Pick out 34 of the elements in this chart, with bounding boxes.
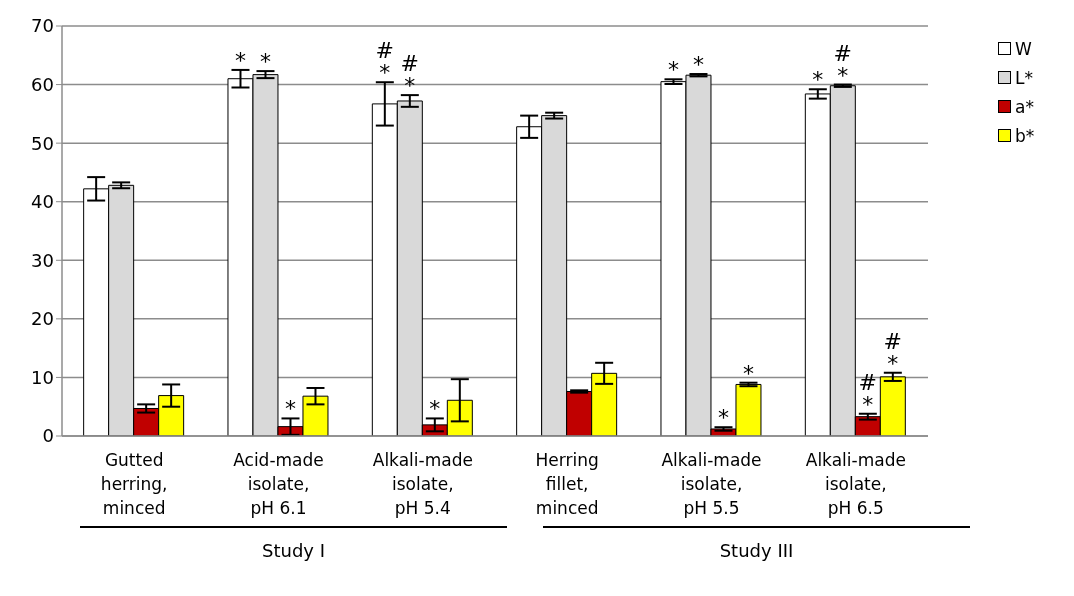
data-label: *	[717, 405, 729, 431]
data-label: # *	[883, 328, 903, 376]
data-label: *	[692, 52, 704, 78]
y-tick-label: 20	[31, 308, 54, 330]
x-tick-label: Alkali-made isolate, pH 5.4	[372, 450, 473, 518]
x-tick-label: Alkali-made isolate, pH 6.5	[805, 450, 906, 518]
data-label: *	[284, 396, 296, 422]
data-label: *	[812, 67, 824, 93]
data-label: # *	[400, 51, 420, 99]
y-tick-label: 70	[31, 15, 54, 37]
text: Study III	[718, 540, 795, 561]
data-label: *	[429, 396, 441, 422]
data-label: *	[234, 47, 246, 73]
y-tick-label: 60	[31, 73, 54, 95]
y-tick-label: 10	[31, 366, 54, 388]
y-tick-label: 50	[31, 132, 54, 154]
data-label: *	[742, 360, 754, 386]
y-tick-label: 30	[31, 249, 54, 271]
x-tick-label: Gutted herring, minced	[100, 450, 168, 518]
data-label: # *	[833, 40, 853, 88]
legend-label: L*	[1015, 67, 1033, 88]
x-tick-label: Alkali-made isolate, pH 5.5	[661, 450, 762, 518]
x-tick-label: Acid-made isolate, pH 6.1	[233, 450, 324, 518]
data-label: # *	[375, 38, 395, 86]
y-tick-label: 40	[31, 191, 54, 213]
legend-label: W	[1015, 38, 1032, 59]
y-tick-label: 0	[42, 425, 54, 447]
data-label: # *	[858, 369, 878, 417]
data-label: *	[259, 49, 271, 75]
text: Study I	[261, 540, 326, 561]
legend-label: b*	[1015, 125, 1035, 146]
x-tick-label: Herring fillet, minced	[535, 450, 599, 518]
data-label: *	[667, 57, 679, 83]
legend-label: a*	[1015, 96, 1034, 117]
